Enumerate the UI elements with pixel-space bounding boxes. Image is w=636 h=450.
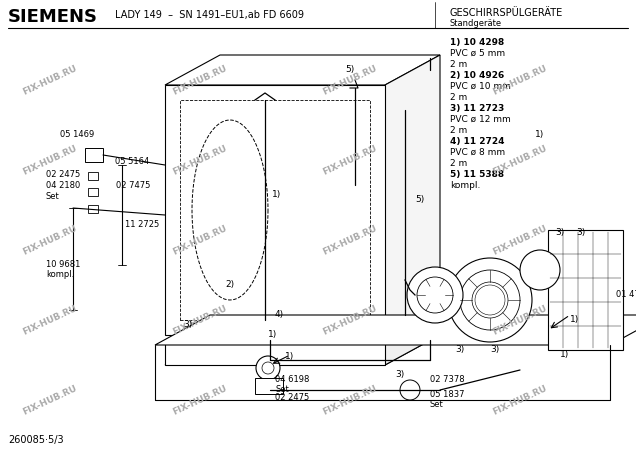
Text: GESCHIRRSPÜLGERÄTE: GESCHIRRSPÜLGERÄTE	[450, 8, 563, 18]
Text: FIX-HUB.RU: FIX-HUB.RU	[22, 144, 79, 176]
Text: 02 7475: 02 7475	[116, 181, 150, 190]
Text: 04 2180: 04 2180	[46, 181, 80, 190]
Text: 05 1837: 05 1837	[430, 390, 464, 399]
Circle shape	[482, 292, 498, 308]
Circle shape	[407, 267, 463, 323]
Bar	[88, 172, 98, 180]
Text: 5): 5)	[415, 195, 424, 204]
Text: 3): 3)	[490, 345, 499, 354]
Text: PVC ø 8 mm: PVC ø 8 mm	[450, 148, 505, 157]
Text: kompl.: kompl.	[46, 270, 74, 279]
Text: 1): 1)	[268, 330, 277, 339]
Text: 02 7378: 02 7378	[430, 375, 465, 384]
Text: kompl.: kompl.	[450, 181, 480, 190]
Circle shape	[475, 285, 505, 315]
Text: 2 m: 2 m	[450, 60, 467, 69]
Text: 3): 3)	[576, 228, 585, 237]
Bar	[255, 378, 283, 394]
Text: 05 1469: 05 1469	[60, 130, 94, 139]
Text: 3) 11 2723: 3) 11 2723	[450, 104, 504, 113]
Text: 2 m: 2 m	[450, 159, 467, 168]
Text: Set: Set	[275, 385, 289, 394]
Circle shape	[256, 356, 280, 380]
Text: 5): 5)	[345, 65, 354, 74]
Text: 2) 10 4926: 2) 10 4926	[450, 71, 504, 80]
Text: FIX-HUB.RU: FIX-HUB.RU	[171, 144, 228, 176]
Text: 2 m: 2 m	[450, 126, 467, 135]
Bar	[165, 85, 385, 335]
Text: 1) 10 4298: 1) 10 4298	[450, 38, 504, 47]
Text: 1): 1)	[535, 130, 544, 139]
Text: FIX-HUB.RU: FIX-HUB.RU	[492, 303, 549, 337]
Polygon shape	[385, 310, 440, 365]
Bar	[165, 340, 385, 365]
Text: 1): 1)	[272, 190, 281, 199]
Text: FIX-HUB.RU: FIX-HUB.RU	[321, 144, 378, 176]
Circle shape	[520, 250, 560, 290]
Text: 04 6198: 04 6198	[275, 375, 309, 384]
Text: FIX-HUB.RU: FIX-HUB.RU	[22, 63, 79, 97]
Circle shape	[472, 282, 508, 318]
Text: 1): 1)	[285, 352, 294, 361]
Text: 05 5164: 05 5164	[115, 157, 149, 166]
Polygon shape	[165, 335, 440, 365]
Circle shape	[460, 270, 520, 330]
Text: FIX-HUB.RU: FIX-HUB.RU	[321, 63, 378, 97]
Text: Set: Set	[46, 192, 60, 201]
Bar	[180, 100, 370, 320]
Text: 260085·5/3: 260085·5/3	[8, 435, 64, 445]
Text: PVC ø 12 mm: PVC ø 12 mm	[450, 115, 511, 124]
Text: 2): 2)	[225, 280, 234, 289]
Text: 4) 11 2724: 4) 11 2724	[450, 137, 504, 146]
Text: 3): 3)	[395, 370, 404, 379]
Text: FIX-HUB.RU: FIX-HUB.RU	[171, 63, 228, 97]
Text: FIX-HUB.RU: FIX-HUB.RU	[321, 383, 378, 417]
Text: FIX-HUB.RU: FIX-HUB.RU	[22, 224, 79, 256]
Text: FIX-HUB.RU: FIX-HUB.RU	[321, 303, 378, 337]
Text: 2 m: 2 m	[450, 93, 467, 102]
Polygon shape	[155, 315, 636, 345]
Polygon shape	[165, 55, 440, 85]
Text: 02 2475: 02 2475	[275, 393, 309, 402]
Text: FIX-HUB.RU: FIX-HUB.RU	[171, 383, 228, 417]
Text: FIX-HUB.RU: FIX-HUB.RU	[321, 224, 378, 256]
Text: FIX-HUB.RU: FIX-HUB.RU	[492, 144, 549, 176]
Bar	[88, 205, 98, 213]
Text: 11 2725: 11 2725	[125, 220, 159, 229]
Polygon shape	[385, 55, 440, 335]
Circle shape	[448, 258, 532, 342]
Text: FIX-HUB.RU: FIX-HUB.RU	[492, 383, 549, 417]
Text: PVC ø 5 mm: PVC ø 5 mm	[450, 49, 505, 58]
Text: 3): 3)	[183, 320, 192, 329]
Circle shape	[400, 380, 420, 400]
Bar	[548, 230, 623, 350]
Text: Set: Set	[430, 400, 444, 409]
Text: 1): 1)	[560, 350, 569, 359]
Text: 3): 3)	[555, 228, 564, 237]
Text: 3): 3)	[455, 345, 464, 354]
Text: 02 2475: 02 2475	[46, 170, 80, 179]
Text: 01 4795: 01 4795	[616, 290, 636, 299]
Text: FIX-HUB.RU: FIX-HUB.RU	[171, 303, 228, 337]
Circle shape	[262, 362, 274, 374]
Text: FIX-HUB.RU: FIX-HUB.RU	[22, 383, 79, 417]
Text: 4): 4)	[275, 310, 284, 319]
Text: Standgeräte: Standgeräte	[450, 19, 502, 28]
Text: PVC ø 10 mm: PVC ø 10 mm	[450, 82, 511, 91]
Bar	[85, 148, 103, 162]
Text: FIX-HUB.RU: FIX-HUB.RU	[492, 63, 549, 97]
Text: FIX-HUB.RU: FIX-HUB.RU	[492, 224, 549, 256]
Text: FIX-HUB.RU: FIX-HUB.RU	[171, 224, 228, 256]
Text: 1): 1)	[570, 315, 579, 324]
Bar	[88, 188, 98, 196]
Text: FIX-HUB.RU: FIX-HUB.RU	[22, 303, 79, 337]
Text: 10 9681: 10 9681	[46, 260, 80, 269]
Text: LADY 149  –  SN 1491–EU1,ab FD 6609: LADY 149 – SN 1491–EU1,ab FD 6609	[115, 10, 304, 20]
Text: SIEMENS: SIEMENS	[8, 8, 98, 26]
Circle shape	[417, 277, 453, 313]
Text: 5) 11 5388: 5) 11 5388	[450, 170, 504, 179]
